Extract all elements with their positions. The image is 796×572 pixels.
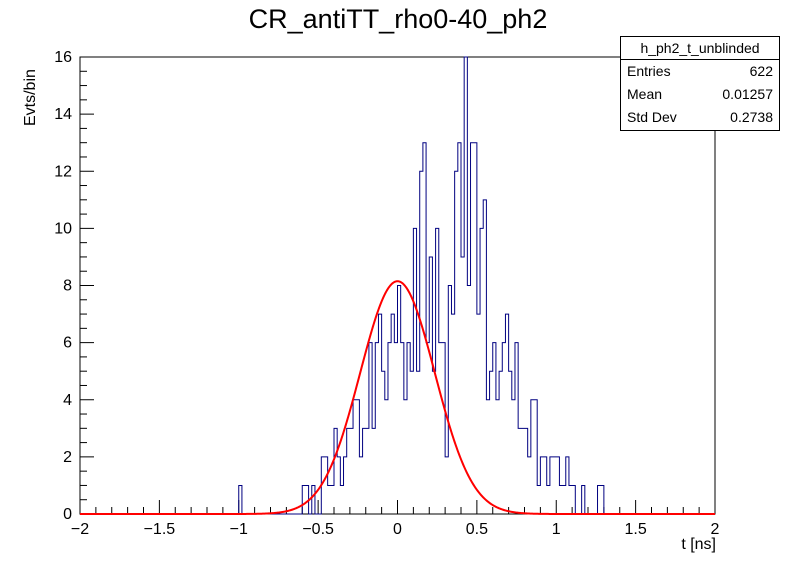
x-tick-label: −2 <box>71 521 89 538</box>
stats-label: Mean <box>627 86 663 102</box>
y-tick-label: 14 <box>54 106 72 123</box>
gaussian-fit-curve <box>80 280 715 515</box>
x-tick-label: 0 <box>393 521 402 538</box>
y-tick-label: 4 <box>63 392 72 409</box>
stats-row-mean: Mean 0.01257 <box>621 83 779 106</box>
stats-box: h_ph2_t_unblinded Entries 622 Mean 0.012… <box>620 36 780 131</box>
x-tick-label: −0.5 <box>302 521 334 538</box>
chart-title: CR_antiTT_rho0-40_ph2 <box>248 4 548 34</box>
stats-label: Std Dev <box>627 109 677 125</box>
x-tick-label: −1.5 <box>144 521 176 538</box>
y-tick-label: 10 <box>54 220 72 237</box>
stats-row-entries: Entries 622 <box>621 60 779 83</box>
y-tick-label: 6 <box>63 335 72 352</box>
stats-value: 0.2738 <box>730 109 773 125</box>
y-tick-label: 2 <box>63 449 72 466</box>
x-tick-label: 0.5 <box>466 521 488 538</box>
y-tick-label: 16 <box>54 49 72 66</box>
y-tick-label: 8 <box>63 278 72 295</box>
x-tick-label: 1 <box>552 521 561 538</box>
stats-label: Entries <box>627 63 671 79</box>
x-tick-label: −1 <box>230 521 248 538</box>
x-tick-label: 2 <box>711 521 720 538</box>
stats-box-title: h_ph2_t_unblinded <box>621 37 779 60</box>
y-tick-label: 12 <box>54 163 72 180</box>
stats-value: 622 <box>749 63 773 79</box>
x-axis-label: t [ns] <box>681 536 716 553</box>
stats-row-stddev: Std Dev 0.2738 <box>621 106 779 129</box>
y-tick-label: 0 <box>63 506 72 523</box>
x-tick-label: 1.5 <box>625 521 647 538</box>
y-axis-label: Evts/bin <box>22 69 39 126</box>
stats-value: 0.01257 <box>722 86 773 102</box>
